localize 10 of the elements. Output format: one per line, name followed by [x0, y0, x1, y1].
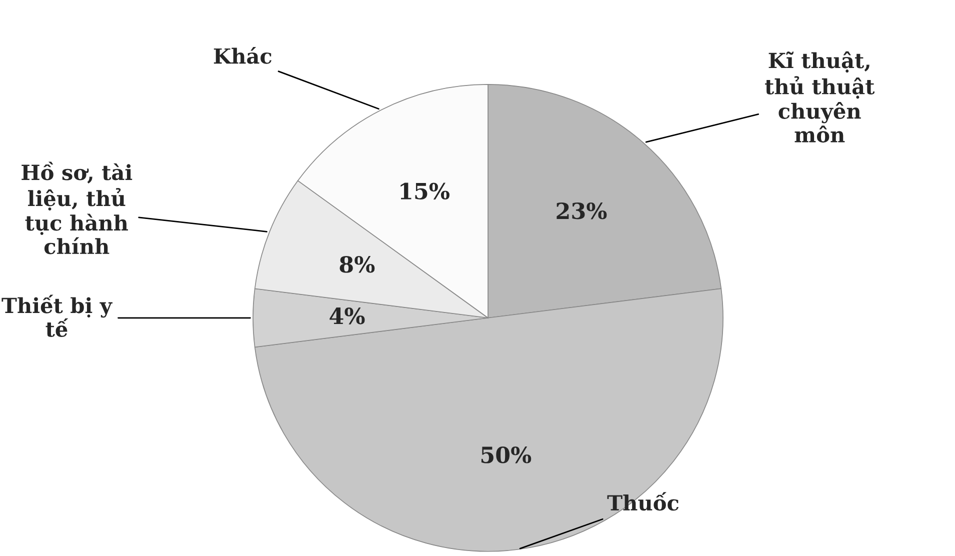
data-label: 50% — [481, 446, 532, 464]
data-label: 23% — [556, 202, 607, 220]
data-label: 8% — [340, 256, 375, 273]
data-label: 4% — [330, 308, 365, 324]
slice-label: Thuốc — [607, 492, 679, 511]
slice-label: Thiết bị y tế — [2, 294, 112, 337]
slice-label: Hồ sơ, tài liệu, thủ tục hành chính — [22, 162, 132, 254]
slice-label: Khác — [214, 46, 272, 64]
slice-label: Kĩ thuật, thủ thuật chuyên môn — [765, 51, 875, 143]
data-label: 15% — [400, 182, 450, 200]
